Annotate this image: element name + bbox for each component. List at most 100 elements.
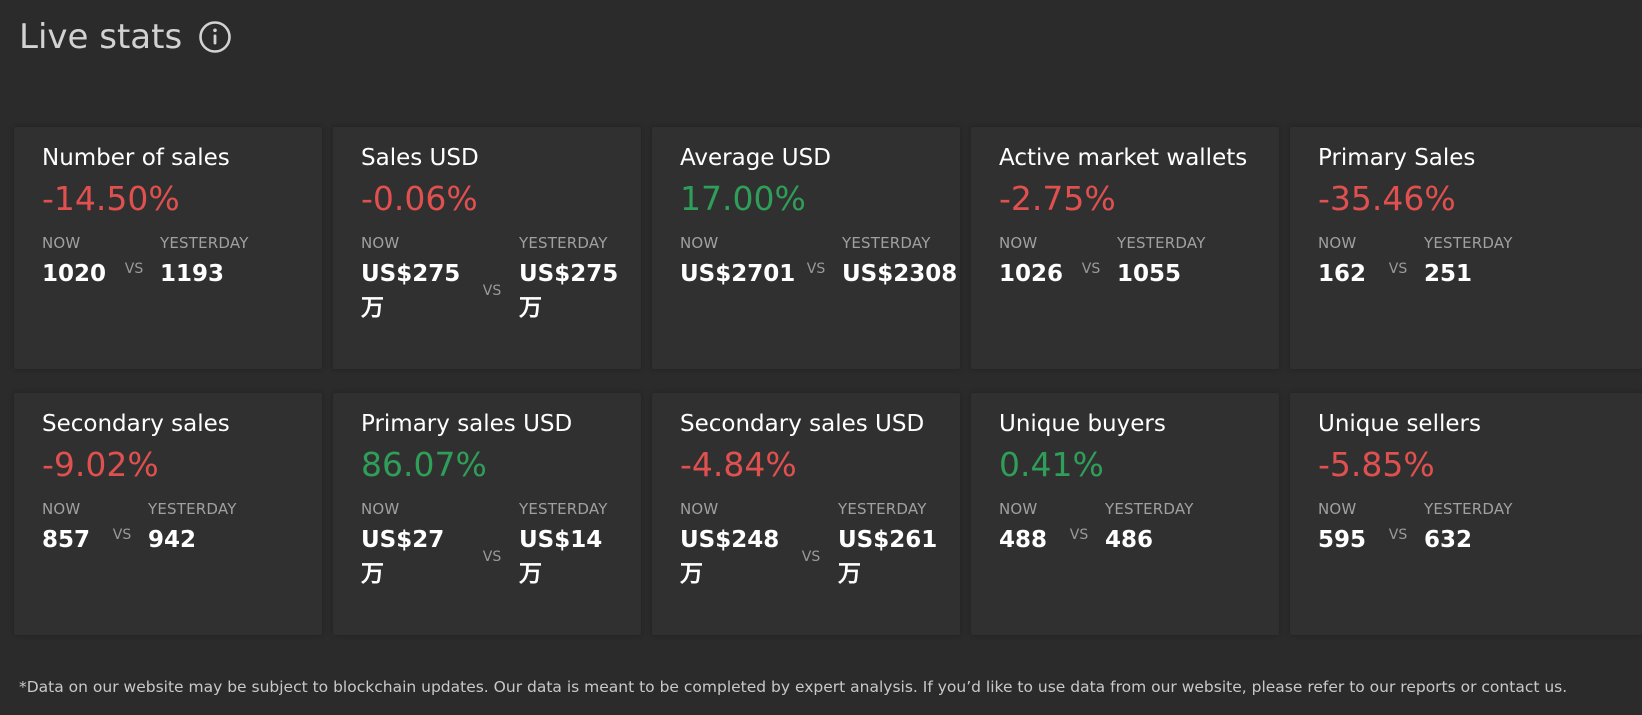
compare-row: NOW 1026 VS YESTERDAY 1055 xyxy=(999,233,1279,291)
yesterday-value: US$2308 xyxy=(842,261,958,287)
page-title: Live stats xyxy=(19,17,183,57)
stat-card-average-usd: Average USD 17.00% NOW US$2701 VS YESTER… xyxy=(652,127,960,369)
now-label: NOW xyxy=(361,500,400,518)
yesterday-column: YESTERDAY 251 xyxy=(1424,233,1513,291)
now-label: NOW xyxy=(1318,500,1357,518)
now-column: NOW US$275 万 xyxy=(361,233,465,325)
card-title: Sales USD xyxy=(361,145,479,171)
stat-card-secondary-sales: Secondary sales -9.02% NOW 857 VS YESTER… xyxy=(14,393,322,635)
yesterday-column: YESTERDAY US$275 万 xyxy=(519,233,618,325)
now-value: 162 xyxy=(1318,261,1367,287)
yesterday-column: YESTERDAY 486 xyxy=(1105,499,1194,557)
yesterday-value: US$275 万 xyxy=(519,261,619,321)
compare-row: NOW 595 VS YESTERDAY 632 xyxy=(1318,499,1642,557)
yesterday-label: YESTERDAY xyxy=(1424,234,1513,252)
yesterday-label: YESTERDAY xyxy=(1424,500,1513,518)
info-circle-icon[interactable] xyxy=(198,20,232,54)
card-title: Active market wallets xyxy=(999,145,1248,171)
compare-row: NOW US$27 万 VS YESTERDAY US$14 万 xyxy=(361,499,641,591)
yesterday-column: YESTERDAY US$14 万 xyxy=(519,499,608,591)
now-column: NOW US$2701 xyxy=(680,233,796,291)
card-change-percent: -9.02% xyxy=(42,445,159,484)
now-label: NOW xyxy=(680,234,719,252)
card-title: Unique buyers xyxy=(999,411,1166,437)
yesterday-label: YESTERDAY xyxy=(519,500,608,518)
yesterday-column: YESTERDAY US$261 万 xyxy=(838,499,937,591)
yesterday-value: 486 xyxy=(1105,527,1154,553)
now-column: NOW 1020 xyxy=(42,233,108,291)
yesterday-column: YESTERDAY 632 xyxy=(1424,499,1513,557)
card-change-percent: 17.00% xyxy=(680,179,806,218)
now-value: 857 xyxy=(42,527,91,553)
yesterday-value: 632 xyxy=(1424,527,1473,553)
vs-label: VS xyxy=(1081,261,1101,277)
yesterday-label: YESTERDAY xyxy=(519,234,608,252)
card-change-percent: -5.85% xyxy=(1318,445,1435,484)
stat-card-unique-buyers: Unique buyers 0.41% NOW 488 VS YESTERDAY… xyxy=(971,393,1279,635)
yesterday-label: YESTERDAY xyxy=(160,234,249,252)
now-column: NOW US$248 万 xyxy=(680,499,784,591)
stat-card-number-of-sales: Number of sales -14.50% NOW 1020 VS YEST… xyxy=(14,127,322,369)
vs-label: VS xyxy=(482,549,502,565)
card-title: Number of sales xyxy=(42,145,230,171)
yesterday-column: YESTERDAY US$2308 xyxy=(842,233,957,291)
data-disclaimer-footnote: *Data on our website may be subject to b… xyxy=(19,678,1568,696)
card-change-percent: -2.75% xyxy=(999,179,1116,218)
now-label: NOW xyxy=(999,234,1038,252)
now-label: NOW xyxy=(42,500,81,518)
card-title: Primary sales USD xyxy=(361,411,573,437)
header: Live stats xyxy=(19,14,232,60)
yesterday-value: 1055 xyxy=(1117,261,1182,287)
now-column: NOW 857 xyxy=(42,499,96,557)
yesterday-column: YESTERDAY 1193 xyxy=(160,233,249,291)
now-value: US$2701 xyxy=(680,261,796,287)
yesterday-value: US$261 万 xyxy=(838,527,938,587)
yesterday-value: 942 xyxy=(148,527,197,553)
compare-row: NOW 162 VS YESTERDAY 251 xyxy=(1318,233,1642,291)
stat-card-secondary-sales-usd: Secondary sales USD -4.84% NOW US$248 万 … xyxy=(652,393,960,635)
now-label: NOW xyxy=(1318,234,1357,252)
stat-card-unique-sellers: Unique sellers -5.85% NOW 595 VS YESTERD… xyxy=(1290,393,1642,635)
now-value: 488 xyxy=(999,527,1048,553)
compare-row: NOW US$2701 VS YESTERDAY US$2308 xyxy=(680,233,960,291)
vs-label: VS xyxy=(1388,527,1408,543)
card-title: Secondary sales USD xyxy=(680,411,925,437)
yesterday-value: 251 xyxy=(1424,261,1473,287)
now-column: NOW 595 xyxy=(1318,499,1372,557)
now-label: NOW xyxy=(999,500,1038,518)
yesterday-column: YESTERDAY 942 xyxy=(148,499,237,557)
card-change-percent: -14.50% xyxy=(42,179,180,218)
now-value: 1020 xyxy=(42,261,107,287)
yesterday-label: YESTERDAY xyxy=(148,500,237,518)
card-change-percent: 86.07% xyxy=(361,445,487,484)
stat-card-primary-sales-usd: Primary sales USD 86.07% NOW US$27 万 VS … xyxy=(333,393,641,635)
compare-row: NOW 857 VS YESTERDAY 942 xyxy=(42,499,322,557)
now-value: 1026 xyxy=(999,261,1064,287)
now-column: NOW 488 xyxy=(999,499,1053,557)
compare-row: NOW US$275 万 VS YESTERDAY US$275 万 xyxy=(361,233,641,325)
now-column: NOW 1026 xyxy=(999,233,1065,291)
card-change-percent: -4.84% xyxy=(680,445,797,484)
now-value: US$248 万 xyxy=(680,527,780,587)
now-value: US$27 万 xyxy=(361,527,445,587)
yesterday-label: YESTERDAY xyxy=(1117,234,1206,252)
now-label: NOW xyxy=(42,234,81,252)
card-title: Unique sellers xyxy=(1318,411,1481,437)
yesterday-value: US$14 万 xyxy=(519,527,603,587)
vs-label: VS xyxy=(482,283,502,299)
now-value: US$275 万 xyxy=(361,261,461,321)
vs-label: VS xyxy=(801,549,821,565)
vs-label: VS xyxy=(1069,527,1089,543)
card-change-percent: 0.41% xyxy=(999,445,1104,484)
compare-row: NOW 1020 VS YESTERDAY 1193 xyxy=(42,233,322,291)
now-column: NOW 162 xyxy=(1318,233,1372,291)
yesterday-label: YESTERDAY xyxy=(838,500,927,518)
compare-row: NOW US$248 万 VS YESTERDAY US$261 万 xyxy=(680,499,960,591)
stat-card-primary-sales: Primary Sales -35.46% NOW 162 VS YESTERD… xyxy=(1290,127,1642,369)
stat-card-active-market-wallets: Active market wallets -2.75% NOW 1026 VS… xyxy=(971,127,1279,369)
now-column: NOW US$27 万 xyxy=(361,499,465,591)
yesterday-column: YESTERDAY 1055 xyxy=(1117,233,1206,291)
stat-card-sales-usd: Sales USD -0.06% NOW US$275 万 VS YESTERD… xyxy=(333,127,641,369)
yesterday-value: 1193 xyxy=(160,261,225,287)
card-change-percent: -0.06% xyxy=(361,179,478,218)
